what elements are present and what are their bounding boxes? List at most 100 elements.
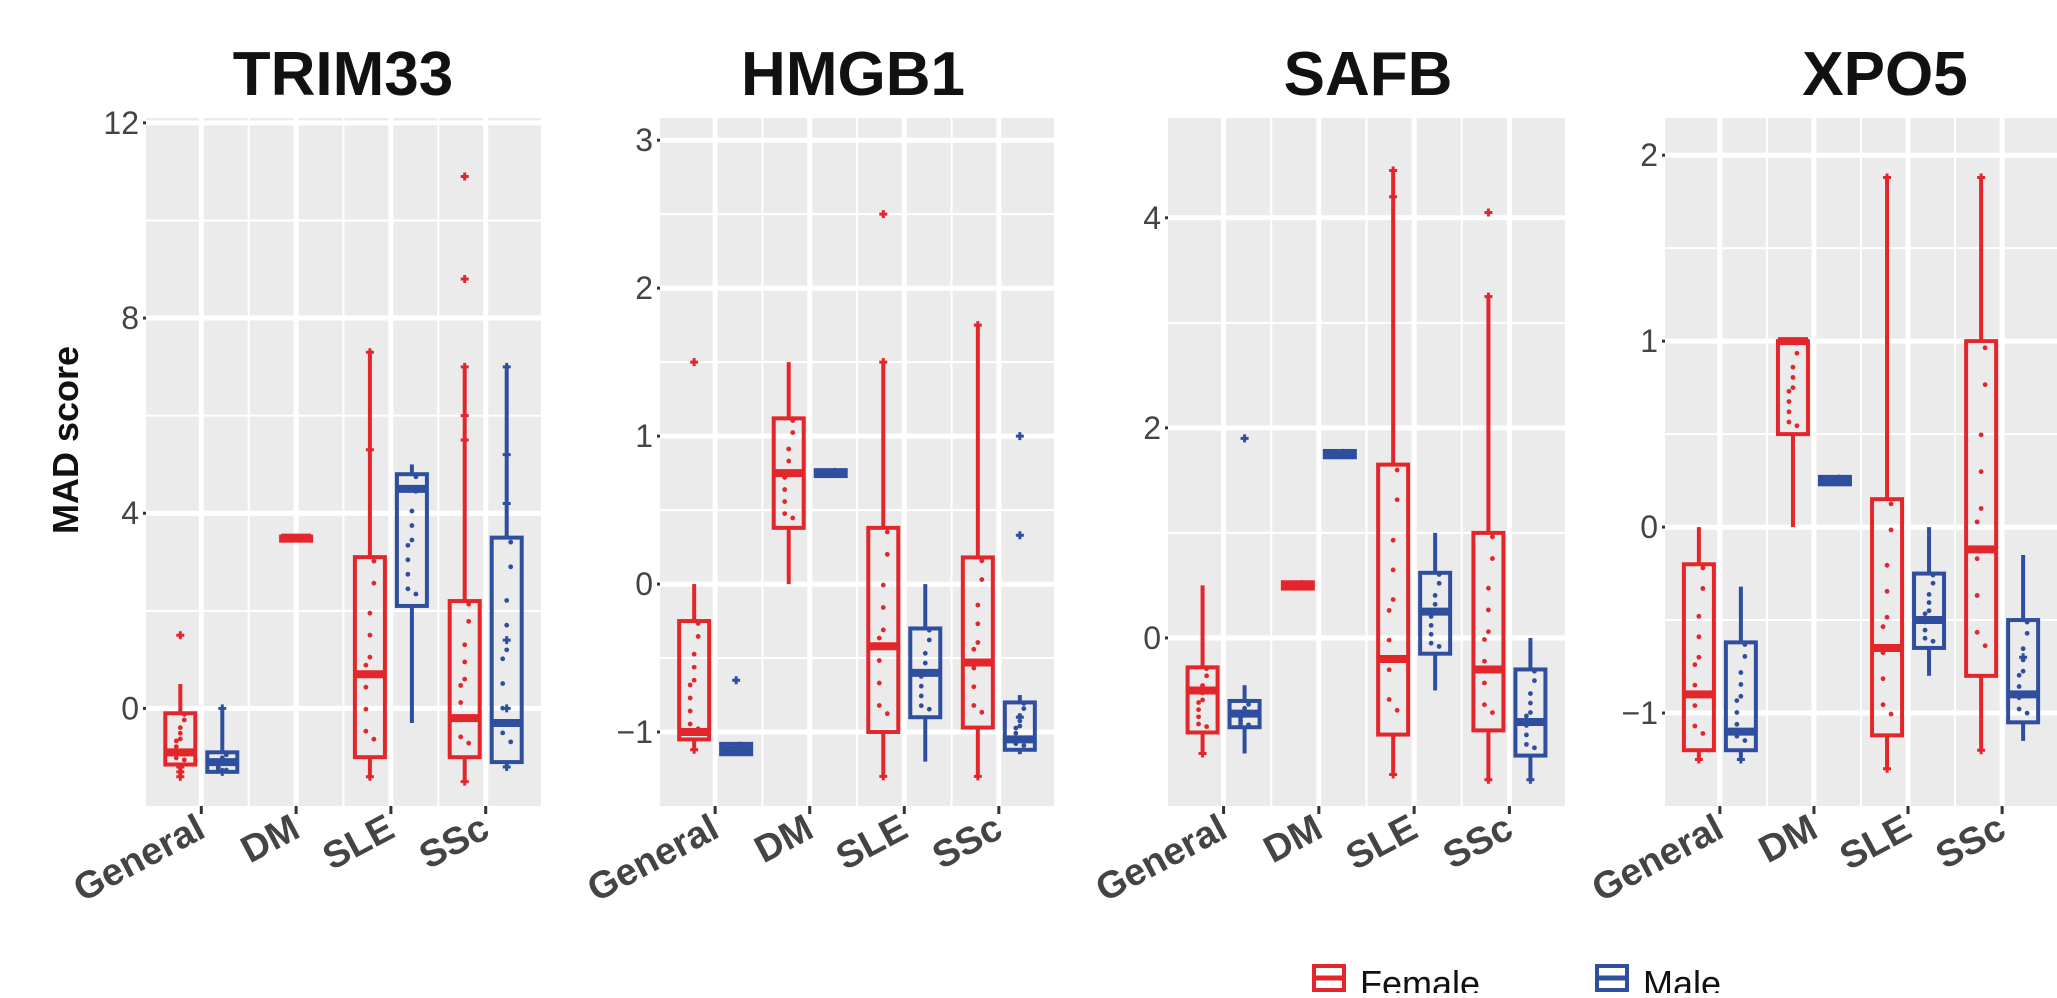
data-point — [1692, 682, 1698, 688]
data-point — [1742, 642, 1748, 647]
data-point — [1200, 690, 1205, 696]
outlier-point — [973, 321, 982, 330]
y-axis-title: MAD score — [45, 346, 86, 534]
data-point — [297, 536, 303, 541]
outlier-point — [879, 772, 888, 781]
data-point — [500, 730, 506, 736]
data-point — [1428, 631, 1434, 637]
outlier-point — [365, 772, 374, 781]
box-general-female — [163, 631, 198, 781]
data-point — [2020, 646, 2026, 652]
panel-title: XPO5 — [1802, 40, 1967, 109]
data-point — [1884, 588, 1890, 594]
data-point — [1204, 673, 1209, 679]
box-sle-male — [908, 584, 943, 762]
data-point — [1786, 388, 1792, 394]
data-point — [173, 749, 179, 755]
box-general-male — [1723, 586, 1758, 764]
iqr-box — [1912, 571, 1947, 650]
box-ssc-female — [447, 172, 482, 786]
data-point — [1742, 653, 1748, 659]
data-point — [1790, 374, 1796, 380]
data-point — [1486, 585, 1491, 591]
box-ssc-female — [1964, 173, 1999, 755]
data-point — [884, 711, 890, 717]
data-point — [737, 741, 743, 747]
data-point — [1017, 723, 1023, 729]
data-point — [363, 684, 369, 690]
y-tick-label: 3 — [635, 122, 653, 158]
data-point — [926, 627, 932, 633]
data-point — [1295, 581, 1301, 587]
legend: Female Male — [1312, 963, 1721, 998]
y-tick-label: 0 — [635, 566, 653, 602]
data-point — [832, 473, 838, 478]
data-point — [508, 539, 514, 545]
data-point — [173, 744, 179, 749]
data-point — [1738, 670, 1744, 675]
data-point — [1242, 705, 1247, 711]
data-point — [926, 637, 932, 643]
data-point — [219, 755, 225, 761]
data-point — [458, 700, 464, 705]
iqr-box — [1376, 462, 1411, 737]
data-point — [733, 744, 739, 750]
iqr-box — [2006, 618, 2041, 725]
data-point — [1428, 640, 1434, 646]
box-general-male — [205, 704, 240, 776]
data-point — [500, 681, 506, 686]
y-tick-label: 0 — [1640, 509, 1658, 545]
data-point — [729, 747, 735, 752]
box-ssc-male — [1513, 637, 1548, 784]
outlier-point — [1240, 434, 1249, 443]
data-point — [884, 529, 890, 535]
data-point — [971, 684, 977, 690]
outlier-point — [502, 450, 511, 459]
data-point — [405, 542, 411, 548]
outlier-point — [460, 411, 469, 420]
data-point — [695, 621, 701, 626]
box-dm-male — [813, 467, 848, 479]
data-point — [1528, 700, 1533, 706]
x-category-label: DM — [234, 807, 306, 872]
outlier-point — [1389, 192, 1398, 201]
data-point — [363, 706, 369, 712]
box-general-female — [677, 358, 712, 754]
data-point — [876, 680, 882, 686]
data-point — [790, 430, 796, 435]
outlier-point — [879, 210, 888, 219]
outlier-point — [1015, 713, 1024, 722]
data-point — [508, 739, 514, 745]
outlier-point — [1484, 775, 1493, 784]
data-point — [2016, 672, 2022, 678]
data-point — [1926, 608, 1932, 614]
iqr-box — [1870, 497, 1905, 738]
data-point — [1974, 629, 1980, 635]
data-point — [1734, 698, 1740, 704]
y-tick-label: 4 — [121, 495, 139, 531]
outlier-point — [1694, 755, 1703, 764]
data-point — [691, 651, 697, 657]
legend-key-male: Male — [1595, 963, 1721, 998]
data-point — [466, 740, 472, 746]
iqr-box — [1964, 339, 1999, 678]
data-point — [918, 703, 924, 709]
data-point — [1390, 567, 1396, 573]
box-ssc-male — [489, 362, 524, 771]
outlier-point — [460, 275, 469, 284]
x-category-label: SSc — [926, 807, 1009, 878]
box-general-female — [1185, 585, 1220, 758]
data-point — [1742, 738, 1748, 743]
iqr-box — [1185, 665, 1220, 735]
data-point — [1196, 714, 1201, 720]
data-point — [363, 662, 369, 668]
data-point — [1394, 467, 1400, 473]
data-point — [1013, 725, 1019, 731]
data-point — [971, 703, 977, 708]
data-point — [1524, 723, 1529, 728]
data-point — [782, 475, 788, 480]
data-point — [1528, 710, 1533, 715]
data-point — [1786, 419, 1792, 425]
data-point — [181, 757, 187, 763]
